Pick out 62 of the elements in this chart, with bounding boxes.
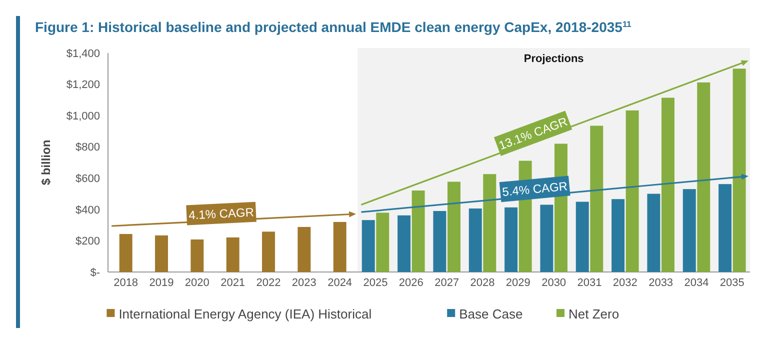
- annotation: 5.4% CAGR: [502, 179, 568, 200]
- bar: [468, 208, 482, 272]
- x-tick-label: 2023: [292, 277, 316, 289]
- x-tick-label: 2035: [720, 277, 744, 289]
- x-tick-label: 2024: [328, 277, 352, 289]
- x-tick-label: 2030: [542, 277, 566, 289]
- x-tick-label: 2022: [256, 277, 281, 289]
- y-tick-label: $1,200: [66, 79, 100, 92]
- y-tick-label: $-: [90, 266, 100, 279]
- y-tick-label: $1,000: [66, 110, 100, 122]
- x-tick-label: 2019: [149, 277, 174, 289]
- band-label: Projections: [524, 53, 584, 65]
- bar: [433, 210, 446, 272]
- bar: [697, 82, 710, 272]
- x-tick-label: 2034: [684, 277, 709, 289]
- legend-label: Net Zero: [568, 306, 620, 322]
- y-tick-label: $800: [76, 142, 100, 154]
- x-tick-label: 2026: [398, 277, 424, 289]
- bar: [483, 174, 496, 272]
- y-tick-label: $400: [76, 204, 100, 216]
- bar: [647, 194, 660, 272]
- annotation: 13.1% CAGR: [496, 114, 570, 153]
- bar: [682, 189, 696, 272]
- bar: [226, 237, 240, 272]
- bar: [626, 110, 639, 272]
- y-tick-label: $1,400: [66, 48, 100, 60]
- bar: [576, 202, 589, 272]
- bar: [119, 234, 132, 272]
- legend-label: Base Case: [459, 306, 523, 322]
- y-tick-label: $600: [76, 172, 100, 185]
- x-tick-label: 2031: [577, 277, 602, 289]
- chart-title: Figure 1: Historical baseline and projected annual EMDE clean energy CapEx, 2018-2035$^{11}$: [35, 19, 632, 35]
- legend-label: International Energy Agency (IEA) Historical: [118, 306, 372, 322]
- bar: [590, 126, 604, 272]
- bar: [540, 204, 554, 272]
- bar: [447, 182, 460, 272]
- bar: [155, 235, 168, 272]
- bar: [333, 222, 346, 272]
- x-tick-label: 2028: [470, 277, 495, 289]
- bar: [376, 212, 390, 272]
- bar: [504, 207, 518, 272]
- bar: [262, 232, 275, 272]
- x-tick-label: 2029: [506, 277, 530, 289]
- x-tick-label: 2032: [612, 277, 638, 289]
- bar: [612, 199, 625, 272]
- bar: [398, 215, 411, 272]
- bar: [412, 190, 425, 272]
- y-axis-title: $ billion: [39, 140, 53, 186]
- x-tick-label: 2027: [434, 277, 460, 289]
- bar: [661, 98, 674, 272]
- bar: [732, 68, 746, 272]
- y-tick-label: $200: [76, 236, 100, 248]
- bar: [362, 220, 375, 272]
- x-tick-label: 2025: [363, 277, 388, 289]
- annotation: 4.1% CAGR: [188, 205, 255, 222]
- x-tick-label: 2020: [184, 277, 210, 289]
- bar: [190, 239, 204, 272]
- bar: [298, 226, 311, 272]
- x-tick-label: 2018: [114, 277, 138, 289]
- bar: [718, 184, 732, 272]
- x-tick-label: 2021: [220, 277, 246, 289]
- x-tick-label: 2033: [648, 277, 674, 289]
